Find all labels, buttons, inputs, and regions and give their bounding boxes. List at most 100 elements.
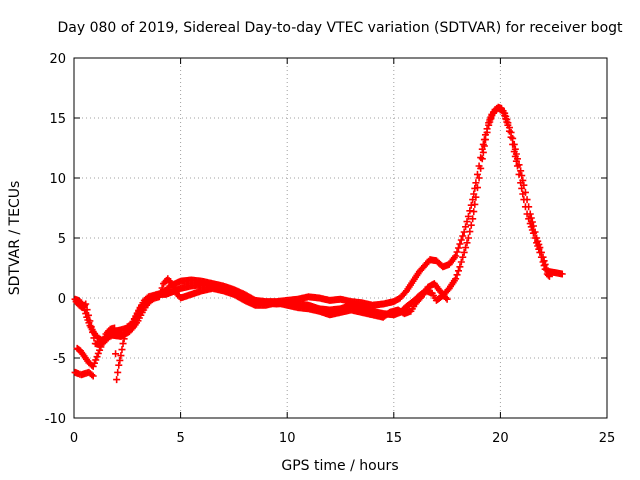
data-point-2 — [541, 260, 549, 268]
data-point-2 — [112, 350, 120, 358]
data-point-2 — [466, 207, 474, 215]
data-point-2 — [481, 131, 489, 139]
data-point-3 — [83, 306, 91, 314]
data-point-2 — [93, 353, 101, 361]
data-point-2 — [452, 252, 460, 260]
data-point-2 — [118, 346, 126, 354]
data-point-2 — [526, 210, 534, 218]
data-point-3 — [90, 334, 98, 342]
data-point-2 — [520, 181, 528, 189]
data-point-2 — [116, 356, 124, 364]
data-point-2 — [94, 349, 102, 357]
y-tick-label: -5 — [53, 352, 66, 367]
data-point-2 — [467, 201, 475, 209]
data-point-2 — [473, 170, 481, 178]
data-point-2 — [537, 248, 545, 256]
data-point-2 — [518, 172, 526, 180]
data-point-2 — [483, 125, 491, 133]
plot-frame — [73, 57, 608, 419]
data-point-1 — [452, 275, 460, 283]
data-point-1 — [467, 221, 475, 229]
data-point-2 — [113, 376, 121, 384]
data-point-2 — [521, 188, 529, 196]
x-tick-label: 10 — [279, 431, 296, 446]
data-point-1 — [475, 174, 483, 182]
data-point-2 — [471, 184, 479, 192]
data-point-2 — [528, 218, 536, 226]
data-point-2 — [460, 228, 468, 236]
data-points — [71, 103, 566, 384]
data-point-2 — [513, 155, 521, 163]
data-point-1 — [453, 271, 461, 279]
data-point-2 — [510, 140, 518, 148]
y-tick-labels: -10 -5 0 5 10 15 20 — [45, 52, 66, 427]
grid — [74, 58, 607, 418]
data-point-2 — [505, 124, 513, 132]
data-point-3 — [87, 323, 95, 331]
data-point-2 — [111, 324, 119, 332]
x-tick-label: 5 — [176, 431, 184, 446]
data-point-1 — [457, 258, 465, 266]
data-point-2 — [470, 190, 478, 198]
data-point-2 — [517, 167, 525, 175]
data-point-2 — [464, 212, 472, 220]
data-point-2 — [88, 371, 96, 379]
data-point-2 — [479, 140, 487, 148]
data-point-2 — [512, 150, 520, 158]
data-point-2 — [477, 154, 485, 162]
data-point-2 — [453, 248, 461, 256]
y-axis-label: SDTVAR / TECUs — [7, 181, 23, 296]
data-point-2 — [519, 176, 527, 184]
data-point-2 — [469, 196, 477, 204]
data-point-2 — [89, 362, 97, 370]
data-point-2 — [90, 359, 98, 367]
x-axis-label: GPS time / hours — [281, 458, 398, 474]
data-point-2 — [475, 162, 483, 170]
data-point-2 — [114, 368, 122, 376]
data-point-3 — [84, 311, 92, 319]
y-tick-label: 0 — [58, 292, 66, 307]
data-point-2 — [119, 340, 127, 348]
data-point-3 — [89, 328, 97, 336]
data-point-2 — [478, 145, 486, 153]
x-tick-labels: 0 5 10 15 20 25 — [70, 431, 615, 446]
data-point-2 — [545, 272, 553, 280]
data-point-2 — [534, 237, 542, 245]
chart-title: Day 080 of 2019, Sidereal Day-to-day VTE… — [57, 20, 623, 36]
data-point-2 — [462, 223, 470, 231]
data-point-2 — [501, 109, 509, 117]
data-point-1 — [469, 215, 477, 223]
data-point-1 — [462, 244, 470, 252]
data-point-1 — [456, 263, 464, 271]
data-point-2 — [504, 119, 512, 127]
data-point-2 — [511, 145, 519, 153]
data-point-2 — [480, 136, 488, 144]
x-tick-label: 15 — [386, 431, 403, 446]
data-point-2 — [529, 222, 537, 230]
data-point-2 — [523, 196, 531, 204]
data-point-3 — [82, 300, 90, 308]
data-point-2 — [502, 112, 510, 120]
y-tick-label: 10 — [49, 172, 66, 187]
data-point-2 — [533, 234, 541, 242]
x-tick-label: 25 — [599, 431, 616, 446]
data-point-2 — [527, 214, 535, 222]
data-point-2 — [456, 240, 464, 248]
data-point-2 — [507, 128, 515, 136]
data-point-2 — [540, 257, 548, 265]
data-point-3 — [443, 295, 451, 303]
data-point-2 — [544, 271, 552, 279]
data-point-1 — [459, 253, 467, 261]
data-point-1 — [478, 155, 486, 163]
data-point-2 — [117, 352, 125, 360]
data-point-2 — [509, 134, 517, 142]
data-point-3 — [157, 288, 165, 296]
y-tick-label: 5 — [58, 232, 66, 247]
y-tick-label: 20 — [49, 52, 66, 67]
data-point-3 — [155, 293, 163, 301]
data-point-2 — [92, 356, 100, 364]
data-point-1 — [454, 267, 462, 275]
data-point-3 — [158, 284, 166, 292]
y-tick-label: -10 — [45, 412, 66, 427]
